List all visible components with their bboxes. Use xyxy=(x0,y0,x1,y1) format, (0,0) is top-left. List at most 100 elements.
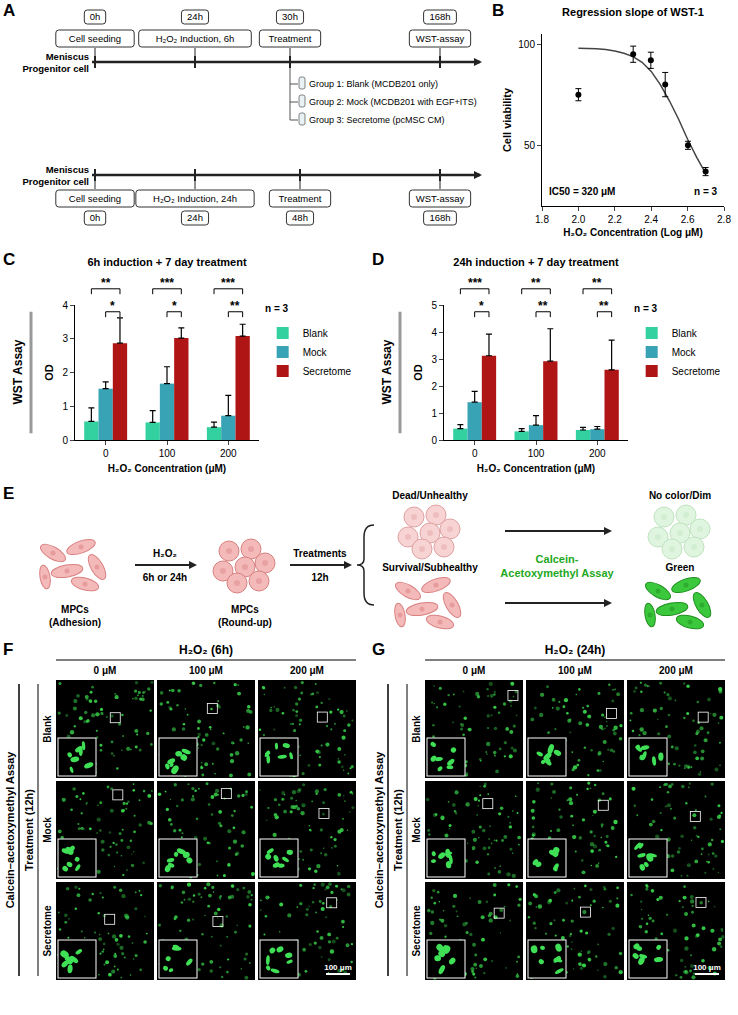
svg-text:Progenitor cell: Progenitor cell xyxy=(22,176,89,187)
svg-text:**: ** xyxy=(531,276,541,290)
svg-text:Blank: Blank xyxy=(411,715,422,743)
svg-text:Secretome: Secretome xyxy=(42,905,53,957)
svg-text:2.4: 2.4 xyxy=(644,214,658,225)
svg-text:2.0: 2.0 xyxy=(571,214,585,225)
svg-text:Group 3: Secretome (pcMSC CM): Group 3: Secretome (pcMSC CM) xyxy=(309,115,445,125)
svg-text:0: 0 xyxy=(472,448,478,459)
svg-text:No color/Dim: No color/Dim xyxy=(649,490,711,501)
svg-text:100: 100 xyxy=(528,448,545,459)
svg-text:WST Assay: WST Assay xyxy=(11,339,25,404)
svg-text:Mock: Mock xyxy=(411,817,422,843)
svg-text:MPCs: MPCs xyxy=(231,604,259,615)
svg-text:100 μM: 100 μM xyxy=(189,665,223,676)
svg-text:Dead/Unhealthy: Dead/Unhealthy xyxy=(392,490,468,501)
svg-text:0 μM: 0 μM xyxy=(463,665,486,676)
svg-text:Meniscus: Meniscus xyxy=(46,164,89,175)
svg-text:*: * xyxy=(479,299,484,313)
svg-text:24h induction + 7 day treatmen: 24h induction + 7 day treatment xyxy=(453,256,619,268)
svg-text:Calcein-: Calcein- xyxy=(536,553,579,565)
svg-text:Blank: Blank xyxy=(303,328,329,339)
svg-text:*: * xyxy=(172,299,177,313)
svg-text:100 μm: 100 μm xyxy=(324,963,352,972)
svg-text:**: ** xyxy=(538,299,548,313)
svg-text:200: 200 xyxy=(220,448,237,459)
svg-text:4: 4 xyxy=(62,300,68,311)
svg-text:Calcein–acetoxymethyl Assay: Calcein–acetoxymethyl Assay xyxy=(4,751,16,909)
svg-text:Meniscus: Meniscus xyxy=(46,51,89,62)
svg-text:50: 50 xyxy=(524,140,536,151)
svg-text:Group 1: Blank (MCDB201 only): Group 1: Blank (MCDB201 only) xyxy=(309,79,438,89)
svg-text:n = 3: n = 3 xyxy=(634,303,658,314)
svg-text:200 μM: 200 μM xyxy=(659,665,693,676)
svg-text:H₂O₂ Induction, 24h: H₂O₂ Induction, 24h xyxy=(153,193,237,204)
svg-text:12h: 12h xyxy=(311,572,328,583)
svg-text:3: 3 xyxy=(62,333,68,344)
svg-text:0h: 0h xyxy=(90,11,101,22)
svg-text:Cell seeding: Cell seeding xyxy=(69,33,121,44)
svg-text:(Adhesion): (Adhesion) xyxy=(49,617,101,628)
svg-text:1: 1 xyxy=(431,408,437,419)
svg-text:200 μM: 200 μM xyxy=(290,665,324,676)
svg-text:H₂O₂ (6h): H₂O₂ (6h) xyxy=(179,643,233,657)
svg-text:Secretome: Secretome xyxy=(411,905,422,957)
svg-text:WST Assay: WST Assay xyxy=(380,339,394,404)
svg-text:(Round-up): (Round-up) xyxy=(218,617,272,628)
svg-text:48h: 48h xyxy=(292,212,308,223)
svg-text:Treatment: Treatment xyxy=(279,193,322,204)
svg-text:n = 3: n = 3 xyxy=(694,186,718,197)
svg-text:H₂O₂: H₂O₂ xyxy=(153,548,177,559)
svg-text:2: 2 xyxy=(62,367,68,378)
svg-text:Group 2: Mock (MCDB201 with EG: Group 2: Mock (MCDB201 with EGF+ITS) xyxy=(309,97,477,107)
svg-text:100: 100 xyxy=(159,448,176,459)
svg-text:24h: 24h xyxy=(187,11,203,22)
svg-text:30h: 30h xyxy=(282,11,298,22)
svg-text:Green: Green xyxy=(666,562,695,573)
svg-text:0: 0 xyxy=(431,435,437,446)
svg-text:H₂O₂ Induction, 6h: H₂O₂ Induction, 6h xyxy=(156,33,235,44)
svg-text:6h or 24h: 6h or 24h xyxy=(143,572,187,583)
svg-text:2: 2 xyxy=(431,381,437,392)
svg-text:**: ** xyxy=(230,299,240,313)
svg-text:**: ** xyxy=(101,276,111,290)
svg-text:H₂O₂ (24h): H₂O₂ (24h) xyxy=(545,643,606,657)
svg-text:Treatments: Treatments xyxy=(293,548,347,559)
svg-text:Blank: Blank xyxy=(672,328,698,339)
svg-text:H₂O₂ Concentration (μM): H₂O₂ Concentration (μM) xyxy=(108,463,226,474)
svg-text:24h: 24h xyxy=(187,212,203,223)
svg-text:2.6: 2.6 xyxy=(681,214,695,225)
svg-text:Treatment (12h): Treatment (12h) xyxy=(392,789,404,871)
svg-text:Mock: Mock xyxy=(303,347,328,358)
svg-text:Treatment (12h): Treatment (12h) xyxy=(23,789,35,871)
svg-text:0: 0 xyxy=(103,448,109,459)
svg-text:2.2: 2.2 xyxy=(608,214,622,225)
svg-text:2.8: 2.8 xyxy=(717,214,731,225)
svg-text:168h: 168h xyxy=(429,212,450,223)
svg-text:***: *** xyxy=(160,276,174,290)
svg-text:WST-assay: WST-assay xyxy=(416,33,465,44)
svg-text:Treatment: Treatment xyxy=(269,33,312,44)
svg-text:3: 3 xyxy=(431,354,437,365)
svg-text:Blank: Blank xyxy=(42,715,53,743)
svg-text:OD: OD xyxy=(412,364,424,381)
svg-text:Secretome: Secretome xyxy=(303,366,352,377)
svg-text:Progenitor cell: Progenitor cell xyxy=(22,63,89,74)
svg-text:***: *** xyxy=(468,276,482,290)
svg-text:OD: OD xyxy=(43,364,55,381)
svg-text:Survival/Subhealthy: Survival/Subhealthy xyxy=(382,562,478,573)
svg-text:**: ** xyxy=(592,276,602,290)
svg-text:1.8: 1.8 xyxy=(535,214,549,225)
svg-text:168h: 168h xyxy=(429,11,450,22)
svg-text:Calcein–acetoxymethyl Assay: Calcein–acetoxymethyl Assay xyxy=(373,751,385,909)
svg-text:H₂O₂ Concentration (Log μM): H₂O₂ Concentration (Log μM) xyxy=(563,227,702,238)
svg-text:WST-assay: WST-assay xyxy=(416,193,465,204)
svg-text:100 μM: 100 μM xyxy=(558,665,592,676)
svg-text:5: 5 xyxy=(431,300,437,311)
svg-text:100 μm: 100 μm xyxy=(693,963,721,972)
svg-text:4: 4 xyxy=(431,327,437,338)
svg-text:**: ** xyxy=(599,299,609,313)
svg-text:MPCs: MPCs xyxy=(61,604,89,615)
svg-text:Mock: Mock xyxy=(672,347,697,358)
svg-text:200: 200 xyxy=(589,448,606,459)
svg-text:100: 100 xyxy=(518,39,535,50)
svg-text:Acetoxymethyl Assay: Acetoxymethyl Assay xyxy=(500,567,614,579)
